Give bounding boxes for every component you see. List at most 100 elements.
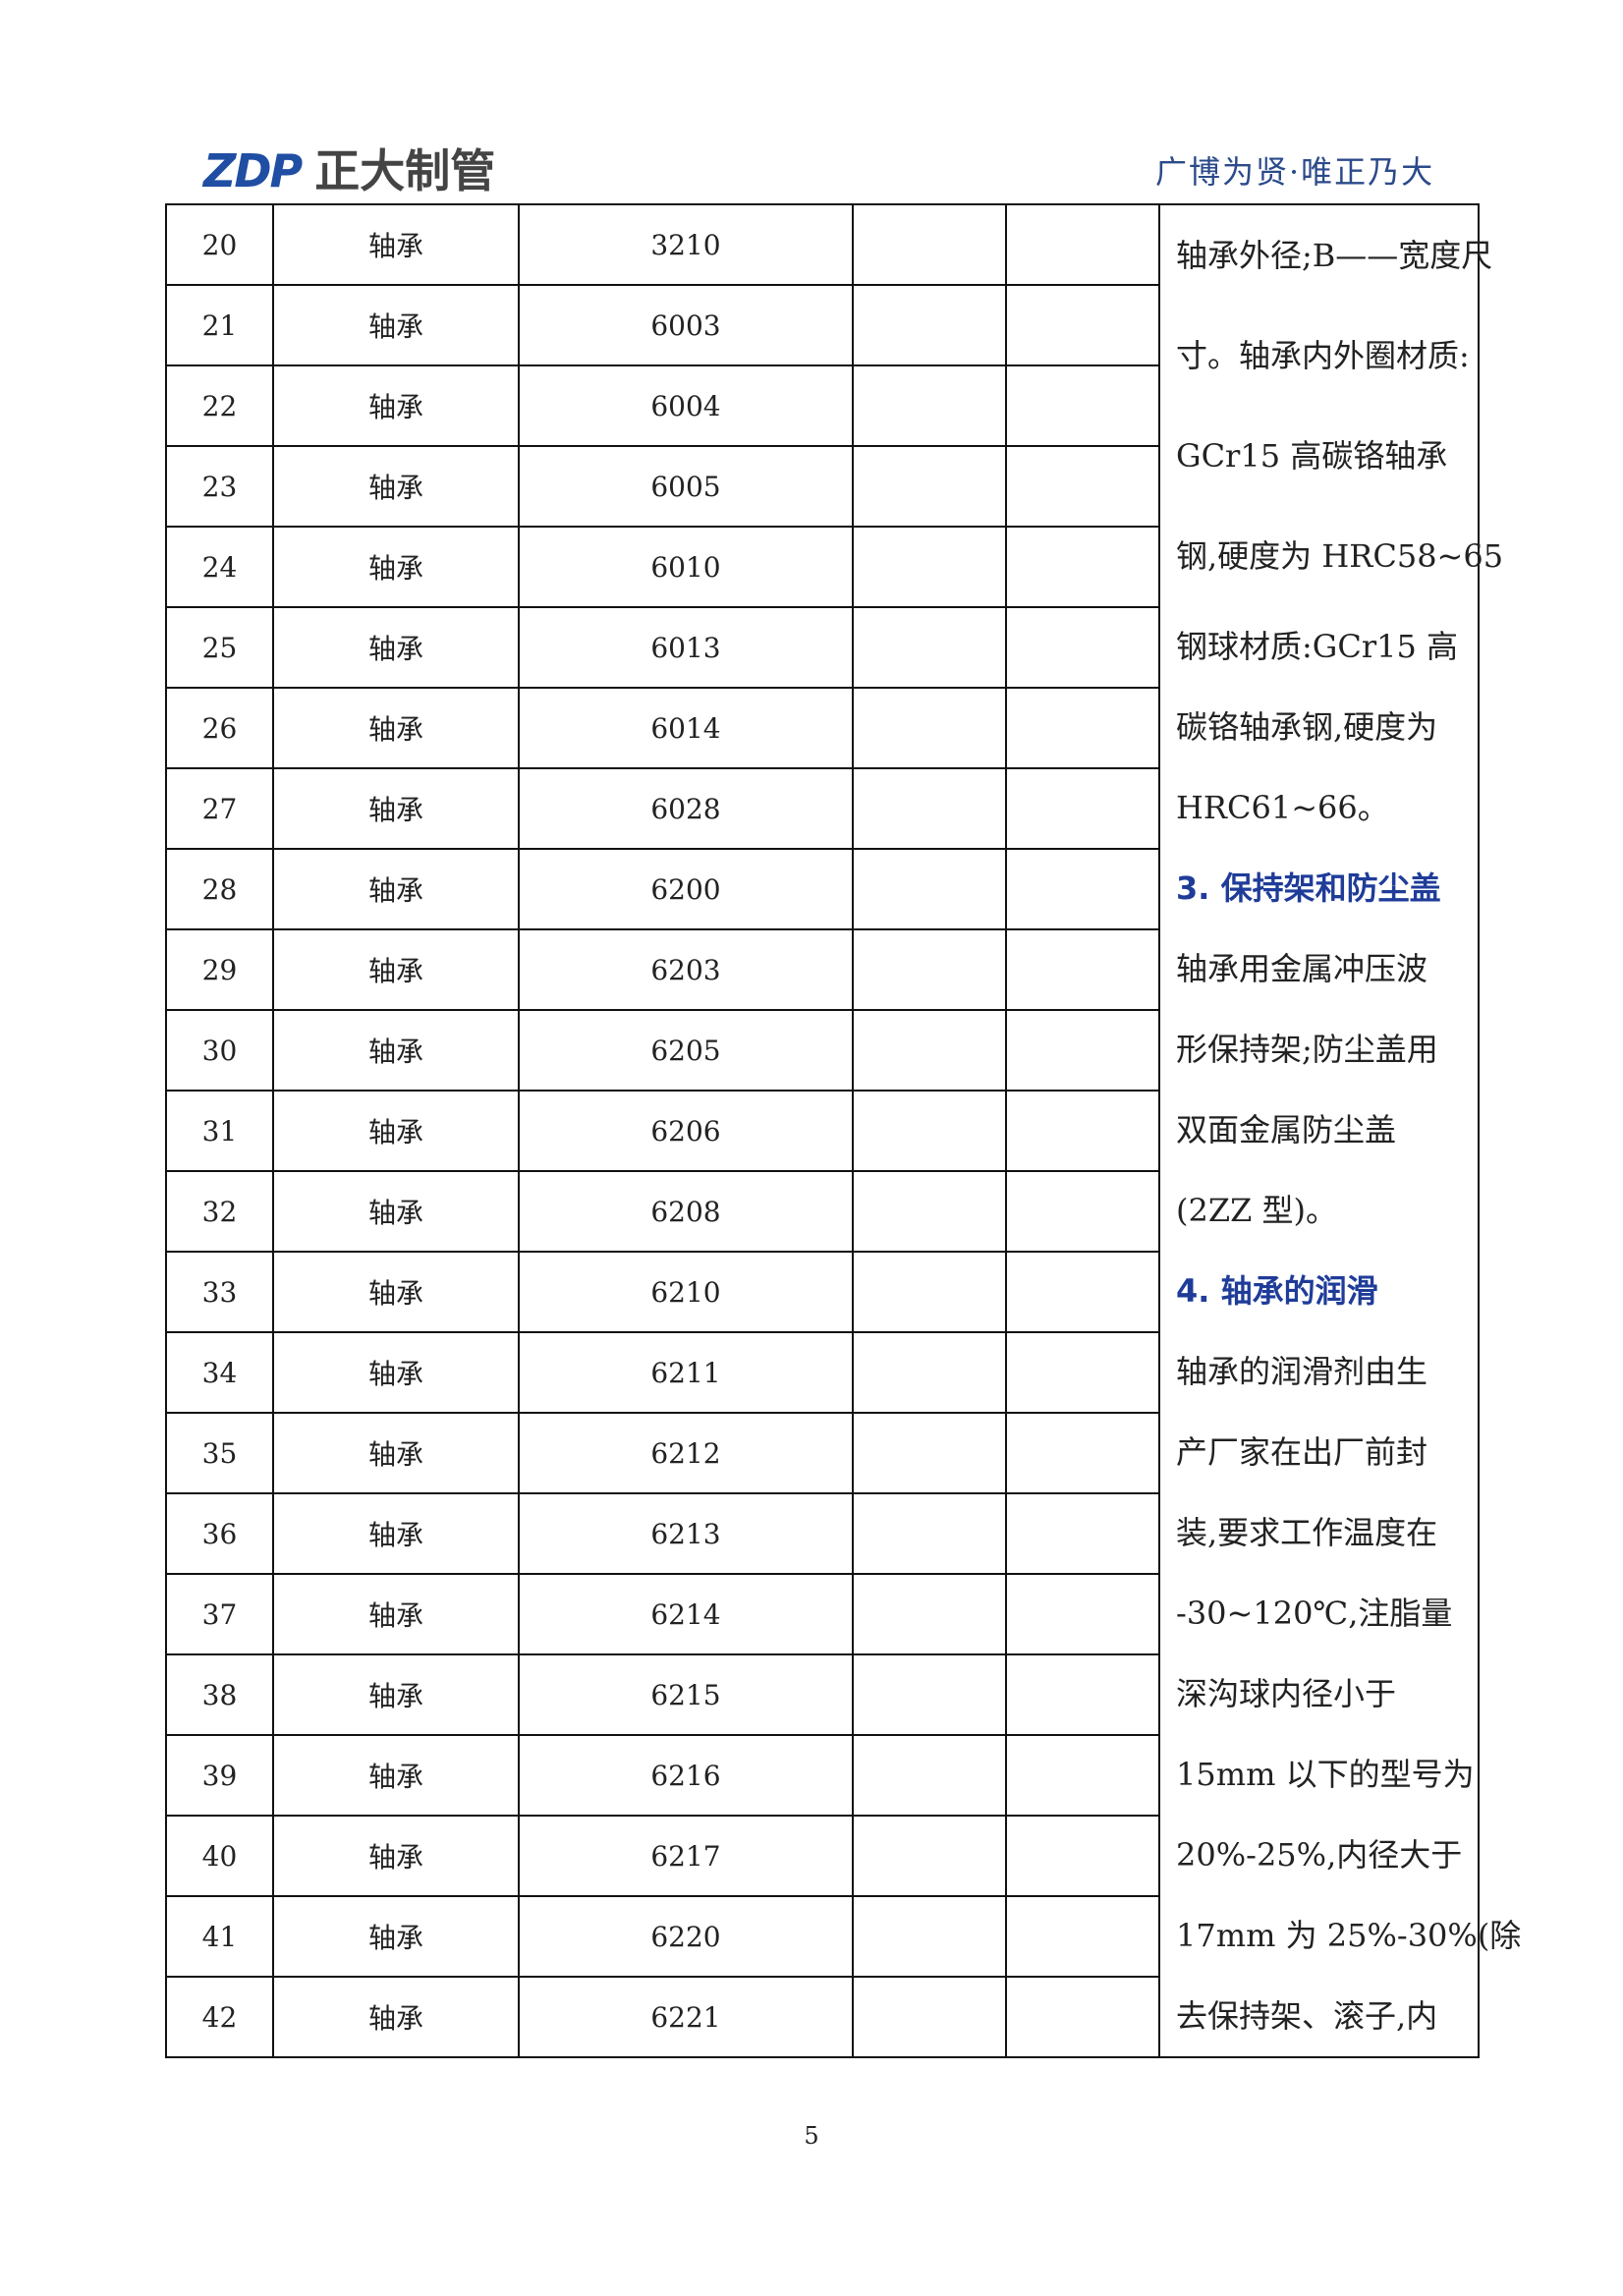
cell-name: 轴承: [272, 364, 520, 447]
cell-empty: [1005, 284, 1160, 366]
cell-empty: [1005, 767, 1160, 850]
cell-no: 21: [165, 284, 274, 366]
cell-no: 30: [165, 1009, 274, 1092]
cell-model: 6211: [518, 1331, 854, 1414]
cell-model: 6217: [518, 1815, 854, 1897]
text-line: -30~120℃,注脂量: [1176, 1595, 1453, 1632]
cell-no: 25: [165, 606, 274, 689]
cell-empty: [852, 1734, 1007, 1817]
cell-model: 6203: [518, 928, 854, 1011]
cell-name: 轴承: [272, 928, 520, 1011]
cell-no: 39: [165, 1734, 274, 1817]
text-line: 碳铬轴承钢,硬度为: [1176, 708, 1438, 746]
cell-no: 32: [165, 1170, 274, 1253]
cell-name: 轴承: [272, 1492, 520, 1575]
text-line: 形保持架;防尘盖用: [1176, 1031, 1438, 1068]
cell-empty: [1005, 1251, 1160, 1333]
cell-empty: [1005, 606, 1160, 689]
cell-name: 轴承: [272, 1573, 520, 1655]
cell-empty: [852, 1090, 1007, 1172]
cell-name: 轴承: [272, 1734, 520, 1817]
table-row: 29 轴承 6203: [165, 928, 1479, 1011]
side-cell: 轴承外径;B——宽度尺 寸。轴承内外圈材质: GCr15 高碳铬轴承钢,硬度为 HR…: [1158, 203, 1521, 2058]
cell-empty: [852, 767, 1007, 850]
cell-empty: [1005, 1815, 1160, 1897]
cell-empty: [1005, 364, 1160, 447]
cell-no: 23: [165, 445, 274, 528]
table-row: 40 轴承 6217: [165, 1815, 1479, 1897]
text-line: 20%-25%,内径大于: [1176, 1836, 1463, 1874]
cell-empty: [1005, 526, 1160, 608]
cell-empty: [1005, 445, 1160, 528]
text-line: 产厂家在出厂前封: [1176, 1433, 1428, 1471]
cell-empty: [1005, 1090, 1160, 1172]
cell-empty: [1005, 1412, 1160, 1494]
cell-empty: [1005, 1331, 1160, 1414]
table-row: 38 轴承 6215: [165, 1653, 1479, 1736]
cell-model: 6212: [518, 1412, 854, 1494]
table-row: 32 轴承 6208: [165, 1170, 1479, 1253]
cell-no: 26: [165, 687, 274, 769]
text-line: (2ZZ 型)。: [1176, 1192, 1337, 1229]
cell-model: 6005: [518, 445, 854, 528]
text-line: 轴承的润滑剂由生: [1176, 1353, 1428, 1390]
text-line: 轴承外径;B——宽度尺: [1176, 237, 1493, 274]
cell-empty: [1005, 1170, 1160, 1253]
text-line: 轴承用金属冲压波: [1176, 950, 1428, 987]
table-row: 20 轴承 3210 轴承外径;B——宽度尺 寸。轴承内外圈材质: GCr15 高碳铬轴承…: [165, 203, 1521, 2058]
text-line: 寸。轴承内外圈材质:: [1176, 337, 1470, 374]
cell-no: 22: [165, 364, 274, 447]
cell-empty: [852, 928, 1007, 1011]
table-row: 36 轴承 6213: [165, 1492, 1479, 1575]
cell-empty: [1005, 1976, 1160, 2058]
cell-model: 6216: [518, 1734, 854, 1817]
text-line: 15mm 以下的型号为: [1176, 1756, 1475, 1793]
logo-text: 正大制管: [314, 144, 496, 197]
cell-model: 6004: [518, 364, 854, 447]
cell-model: 6205: [518, 1009, 854, 1092]
cell-empty: [1005, 1573, 1160, 1655]
cell-empty: [852, 1331, 1007, 1414]
table-row: 41 轴承 6220: [165, 1895, 1479, 1978]
text-line: GCr15 高碳铬轴承: [1176, 437, 1448, 475]
table-row: 21 轴承 6003: [165, 284, 1479, 366]
cell-empty: [852, 687, 1007, 769]
logo-mark: ZDP: [203, 144, 303, 197]
cell-model: 6220: [518, 1895, 854, 1978]
cell-empty: [852, 1009, 1007, 1092]
text-line: 钢,硬度为 HRC58~65: [1176, 537, 1504, 575]
cell-model: 6208: [518, 1170, 854, 1253]
cell-model: 6003: [518, 284, 854, 366]
cell-name: 轴承: [272, 284, 520, 366]
cell-model: 6215: [518, 1653, 854, 1736]
cell-empty: [852, 1573, 1007, 1655]
cell-empty: [1005, 687, 1160, 769]
cell-empty: [1005, 1734, 1160, 1817]
cell-no: 41: [165, 1895, 274, 1978]
table-row: 34 轴承 6211: [165, 1331, 1479, 1414]
table-row: 39 轴承 6216: [165, 1734, 1479, 1817]
text-line: 钢球材质:GCr15 高: [1176, 628, 1459, 665]
table-row: 33 轴承 6210: [165, 1251, 1479, 1333]
cell-model: 6214: [518, 1573, 854, 1655]
table-row: 31 轴承 6206: [165, 1090, 1479, 1172]
cell-name: 轴承: [272, 1251, 520, 1333]
cell-name: 轴承: [272, 1815, 520, 1897]
section-heading: 3. 保持架和防尘盖: [1176, 869, 1441, 907]
cell-name: 轴承: [272, 1653, 520, 1736]
text-line: 深沟球内径小于: [1176, 1675, 1397, 1712]
cell-model: 6200: [518, 848, 854, 930]
table-row: 27 轴承 6028: [165, 767, 1479, 850]
cell-empty: [852, 1976, 1007, 2058]
cell-empty: [852, 1170, 1007, 1253]
cell-empty: [852, 848, 1007, 930]
cell-model: 6221: [518, 1976, 854, 2058]
table-row: 28 轴承 6200: [165, 848, 1479, 930]
cell-model: 6014: [518, 687, 854, 769]
cell-empty: [852, 1815, 1007, 1897]
table-row: 24 轴承 6010: [165, 526, 1479, 608]
cell-empty: [1005, 928, 1160, 1011]
cell-name: 轴承: [272, 767, 520, 850]
text-line: 双面金属防尘盖: [1176, 1111, 1397, 1148]
cell-empty: [1005, 1653, 1160, 1736]
